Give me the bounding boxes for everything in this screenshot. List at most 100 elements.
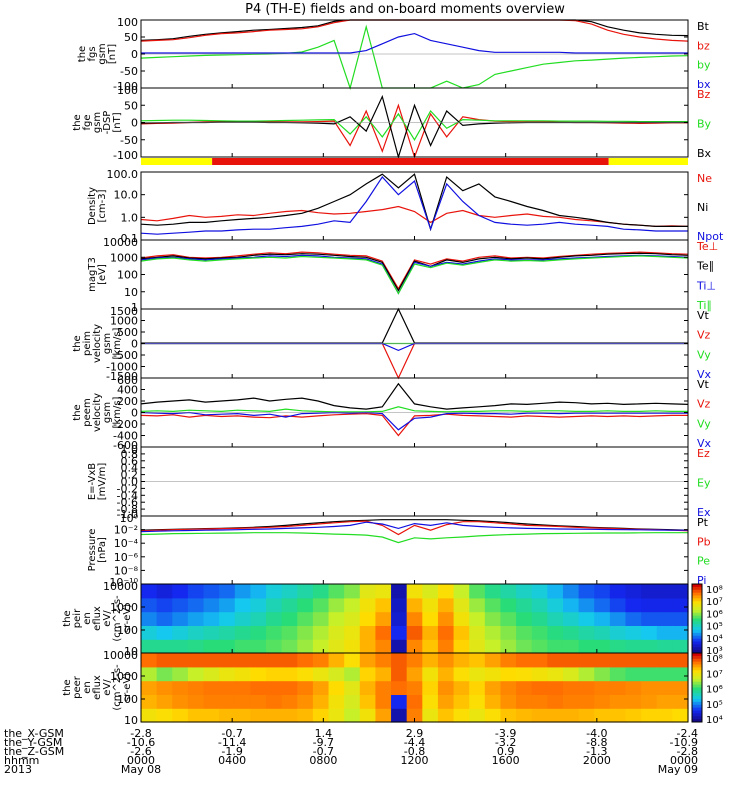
x-tick-value: May 08 [121, 763, 161, 776]
series-line-bz [140, 19, 689, 42]
x-tick-value: -4.0 [586, 727, 607, 740]
y-tick-label: -200 [113, 418, 138, 431]
colorbar-swatch [692, 598, 702, 602]
spectrogram-cell [328, 653, 345, 668]
y-axis-label: the peim velocity gsm [km/s] [72, 324, 123, 363]
spectrogram-cell [641, 625, 658, 640]
y-axis-label: the peem velocity gsm [km/s] [72, 393, 123, 432]
colorbar-swatch [692, 584, 702, 588]
series-line-Te⊥ [140, 251, 689, 290]
colorbar-swatch [692, 701, 702, 706]
spectrogram-cell [672, 694, 689, 709]
colorbar-swatch [692, 612, 702, 617]
spectrogram-cell [203, 653, 220, 668]
spectrogram-cell [375, 694, 392, 709]
spectrogram-cell [453, 611, 470, 626]
spectrogram-cell [344, 666, 361, 682]
spectrogram-cell [641, 666, 658, 682]
series-line-Npot [140, 176, 688, 235]
y-tick-label: 1000 [110, 601, 138, 614]
colorbar: 10⁸ 10⁷ 10⁶ 10⁵ 10⁴ [691, 652, 723, 726]
spectrogram-cell [562, 611, 580, 626]
spectrogram-cell [609, 708, 627, 723]
spectrogram-cell [500, 666, 517, 682]
y-axis-label-line: the [62, 679, 73, 695]
spectrogram-cell [328, 597, 345, 613]
spectrogram-cell [156, 597, 173, 613]
series-line-Vt [141, 307, 688, 344]
y-axis-label: Pressure [nPa] [87, 529, 108, 572]
spectrogram-cell [375, 708, 392, 723]
spectrogram-cell [656, 611, 673, 626]
y-axis-label-line: [nT] [112, 112, 123, 132]
spectrogram-cell [437, 666, 455, 682]
y-axis-label-line: the [62, 610, 73, 626]
y-axis-label-line: gsm [97, 43, 108, 64]
spectrogram-cell [250, 666, 267, 682]
spectrogram-cell [250, 653, 267, 668]
colorbar-swatch [692, 592, 702, 596]
spectrogram-cell [312, 653, 330, 668]
spectrogram-cell [547, 708, 564, 723]
spectrogram-cell [172, 584, 189, 599]
x-tick-value: 0.9 [497, 745, 515, 758]
spectrogram-cell [141, 680, 158, 695]
spectrogram-cell [625, 611, 642, 626]
spectrogram-cell [359, 680, 377, 695]
panel-pressure: PtPbPePi10⁰10⁻²10⁻⁴10⁻⁶10⁻⁸10⁻¹⁰Pressure… [87, 512, 711, 589]
x-tick-value: -10.6 [127, 736, 155, 749]
y-tick-label: 50 [124, 99, 138, 112]
spectrogram-cell [422, 694, 439, 709]
y-tick-label: -0.2 [117, 482, 138, 495]
spectrogram-cell [500, 639, 517, 654]
spectrogram-cell [422, 625, 439, 640]
spectrogram-cell [156, 611, 173, 626]
x-tick-value: -8.8 [586, 736, 607, 749]
legend-entry: Ti⊥ [696, 279, 716, 292]
spectrogram-cell [578, 694, 595, 709]
y-tick-label: 600 [117, 374, 138, 387]
spectrogram-cell [484, 666, 502, 682]
x-tick-value: 1200 [401, 754, 429, 767]
spectrogram-cell [391, 680, 408, 695]
spectrogram-cell [266, 639, 283, 654]
spectrogram-cell [422, 611, 439, 626]
colorbar-swatch [692, 707, 702, 711]
y-axis-label-line: velocity [92, 393, 103, 432]
panel-fge: Bz By Bx 100 50 0 -50 -100 the fge gsm -DSP [nT] [72, 84, 712, 162]
spectrogram-cell [391, 597, 408, 613]
spectrogram-cell [484, 597, 502, 613]
spectrogram-cell [484, 653, 502, 668]
spectrogram-cell [625, 666, 642, 682]
spectrogram-cell [609, 597, 627, 613]
spectrogram-cell [250, 625, 267, 640]
spectrogram-cell [281, 680, 298, 695]
spectrogram-cell [484, 584, 502, 599]
spectrogram-cell [578, 666, 595, 682]
series-line-Pb [140, 520, 689, 536]
colorbar-swatch [692, 667, 702, 671]
panel-efield: Ez Ey Ex 1.00.80.60.40.20.0-0.2-0.4-0.6-0.8… [87, 443, 711, 521]
spectrogram-cell [453, 666, 470, 682]
colorbar-swatch [692, 655, 702, 660]
spectrogram-cell [234, 625, 251, 640]
spectrogram-cell [672, 666, 689, 682]
colorbar-frame [691, 652, 703, 723]
y-tick-label: 100.0 [107, 168, 139, 181]
colorbar-swatch [692, 670, 702, 674]
spectrogram-cell [609, 639, 627, 654]
spectrogram-cell [625, 584, 642, 599]
spectrogram-cell [219, 625, 236, 640]
y-tick-label: 10⁻¹⁰ [109, 576, 138, 589]
spectrogram-cell [344, 597, 361, 613]
spectrogram-cell [609, 694, 627, 709]
spectrogram-cell [156, 680, 173, 695]
spectrogram-cell [234, 584, 251, 599]
x-tick-value: 0400 [218, 754, 246, 767]
y-tick-label: 100 [117, 16, 138, 29]
spectrogram-cell [266, 708, 283, 723]
spectrogram-cell [234, 639, 251, 654]
spectrogram-cell [562, 597, 580, 613]
colorbar-swatch [692, 684, 702, 688]
legend-entry: Te⊥ [696, 240, 718, 253]
